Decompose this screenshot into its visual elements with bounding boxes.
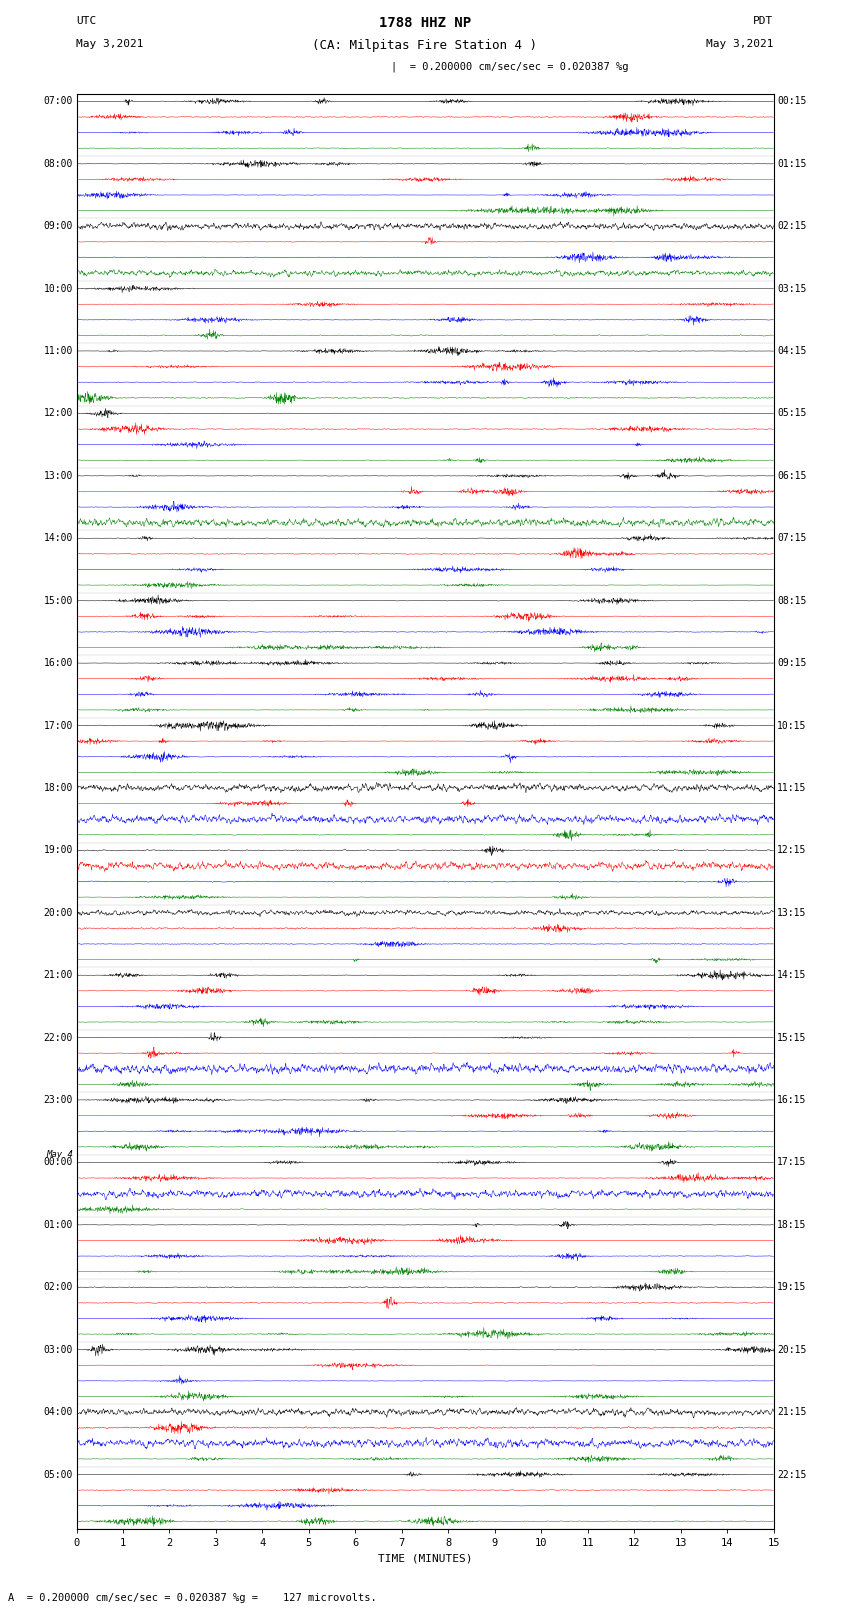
Text: 14:15: 14:15 (777, 969, 807, 981)
Text: 00:15: 00:15 (777, 97, 807, 106)
Text: 20:00: 20:00 (43, 908, 73, 918)
Text: 18:00: 18:00 (43, 782, 73, 794)
Text: 10:00: 10:00 (43, 284, 73, 294)
Text: May 4: May 4 (46, 1150, 73, 1160)
Text: 17:00: 17:00 (43, 721, 73, 731)
Text: 03:00: 03:00 (43, 1345, 73, 1355)
Text: 08:15: 08:15 (777, 595, 807, 606)
Text: 05:00: 05:00 (43, 1469, 73, 1479)
Text: 06:15: 06:15 (777, 471, 807, 481)
Text: 09:00: 09:00 (43, 221, 73, 231)
Text: 09:15: 09:15 (777, 658, 807, 668)
Text: A  = 0.200000 cm/sec/sec = 0.020387 %g =    127 microvolts.: A = 0.200000 cm/sec/sec = 0.020387 %g = … (8, 1594, 377, 1603)
Text: 05:15: 05:15 (777, 408, 807, 418)
Text: May 3,2021: May 3,2021 (706, 39, 774, 48)
Text: 15:15: 15:15 (777, 1032, 807, 1042)
Text: 02:00: 02:00 (43, 1282, 73, 1292)
Text: 1788 HHZ NP: 1788 HHZ NP (379, 16, 471, 31)
Text: 19:00: 19:00 (43, 845, 73, 855)
Text: 21:00: 21:00 (43, 969, 73, 981)
Text: 13:00: 13:00 (43, 471, 73, 481)
Text: 22:00: 22:00 (43, 1032, 73, 1042)
Text: 02:15: 02:15 (777, 221, 807, 231)
Text: 10:15: 10:15 (777, 721, 807, 731)
X-axis label: TIME (MINUTES): TIME (MINUTES) (377, 1553, 473, 1563)
Text: PDT: PDT (753, 16, 774, 26)
Text: 04:15: 04:15 (777, 347, 807, 356)
Text: 12:15: 12:15 (777, 845, 807, 855)
Text: 15:00: 15:00 (43, 595, 73, 606)
Text: 22:15: 22:15 (777, 1469, 807, 1479)
Text: 00:00: 00:00 (43, 1158, 73, 1168)
Text: 16:15: 16:15 (777, 1095, 807, 1105)
Text: 19:15: 19:15 (777, 1282, 807, 1292)
Text: 20:15: 20:15 (777, 1345, 807, 1355)
Text: 14:00: 14:00 (43, 534, 73, 544)
Text: 07:00: 07:00 (43, 97, 73, 106)
Text: 18:15: 18:15 (777, 1219, 807, 1229)
Text: 13:15: 13:15 (777, 908, 807, 918)
Text: 01:15: 01:15 (777, 158, 807, 169)
Text: 21:15: 21:15 (777, 1407, 807, 1418)
Text: 01:00: 01:00 (43, 1219, 73, 1229)
Text: 04:00: 04:00 (43, 1407, 73, 1418)
Text: UTC: UTC (76, 16, 97, 26)
Text: 16:00: 16:00 (43, 658, 73, 668)
Text: 11:00: 11:00 (43, 347, 73, 356)
Text: 12:00: 12:00 (43, 408, 73, 418)
Text: 07:15: 07:15 (777, 534, 807, 544)
Text: 03:15: 03:15 (777, 284, 807, 294)
Text: (CA: Milpitas Fire Station 4 ): (CA: Milpitas Fire Station 4 ) (313, 39, 537, 52)
Text: 23:00: 23:00 (43, 1095, 73, 1105)
Text: 08:00: 08:00 (43, 158, 73, 169)
Text: 17:15: 17:15 (777, 1158, 807, 1168)
Text: 11:15: 11:15 (777, 782, 807, 794)
Text: May 3,2021: May 3,2021 (76, 39, 144, 48)
Text: |  = 0.200000 cm/sec/sec = 0.020387 %g: | = 0.200000 cm/sec/sec = 0.020387 %g (391, 61, 628, 73)
